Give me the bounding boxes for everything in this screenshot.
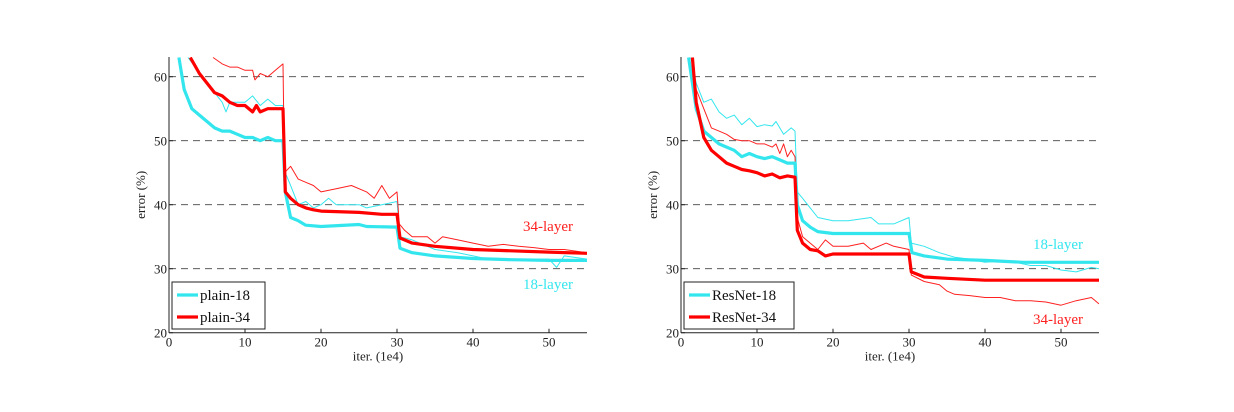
y-tick-label: 40 bbox=[154, 198, 167, 213]
x-tick-label: 50 bbox=[1055, 335, 1068, 350]
x-tick-label: 40 bbox=[979, 335, 992, 350]
x-tick-label: 10 bbox=[751, 335, 764, 350]
y-tick-label: 20 bbox=[666, 326, 679, 341]
y-tick-label: 60 bbox=[666, 70, 679, 85]
legend-label: ResNet-34 bbox=[712, 310, 777, 326]
series-group bbox=[177, 57, 587, 268]
legend: plain-18 plain-34 bbox=[171, 281, 266, 330]
legend-label: plain-18 bbox=[200, 288, 250, 304]
chart-resnet: 0 10 20 30 40 50 20 30 40 50 60 iter. (1e4) error (%… bbox=[645, 57, 1099, 364]
chart-plain: 0 10 20 30 40 50 20 30 40 50 60 iter. (1e4) error (%… bbox=[133, 57, 587, 364]
y-axis-label: error (%) bbox=[133, 171, 148, 219]
y-tick-label: 40 bbox=[666, 198, 679, 213]
x-tick-label: 0 bbox=[678, 335, 685, 350]
series-group bbox=[687, 57, 1099, 306]
x-axis-label: iter. (1e4) bbox=[353, 349, 404, 364]
annotation-label: 18-layer bbox=[523, 277, 573, 293]
y-tick-label: 30 bbox=[154, 262, 167, 277]
y-tick-label: 50 bbox=[666, 134, 679, 149]
x-axis-label: iter. (1e4) bbox=[865, 349, 916, 364]
x-tick-label: 30 bbox=[903, 335, 916, 350]
legend-label: plain-34 bbox=[200, 310, 250, 326]
y-axis-label: error (%) bbox=[645, 171, 660, 219]
series-line-resnet-18-bold bbox=[687, 57, 1099, 264]
series-line-resnet-34-bold bbox=[690, 57, 1099, 282]
legend-box bbox=[171, 281, 266, 330]
x-tick-label: 10 bbox=[239, 335, 252, 350]
annotation-label: 34-layer bbox=[523, 219, 573, 235]
legend: ResNet-18 ResNet-34 bbox=[683, 281, 795, 330]
annotation-label: 34-layer bbox=[1033, 312, 1083, 328]
legend-label: ResNet-18 bbox=[712, 288, 776, 304]
series-line-plain-18-thin bbox=[187, 57, 587, 268]
x-tick-label: 30 bbox=[391, 335, 404, 350]
x-tick-label: 20 bbox=[827, 335, 840, 350]
y-tick-label: 20 bbox=[154, 326, 167, 341]
series-line-plain-34-bold bbox=[188, 57, 587, 255]
x-tick-label: 40 bbox=[467, 335, 480, 350]
series-line-resnet-34-thin bbox=[691, 57, 1099, 306]
x-tick-label: 20 bbox=[315, 335, 328, 350]
x-tick-label: 50 bbox=[543, 335, 556, 350]
y-tick-label: 30 bbox=[666, 262, 679, 277]
legend-box bbox=[683, 281, 795, 330]
y-tick-label: 50 bbox=[154, 134, 167, 149]
series-line-plain-34-thin bbox=[212, 57, 587, 254]
annotation-label: 18-layer bbox=[1033, 237, 1083, 253]
y-tick-label: 60 bbox=[154, 70, 167, 85]
x-tick-label: 0 bbox=[166, 335, 173, 350]
